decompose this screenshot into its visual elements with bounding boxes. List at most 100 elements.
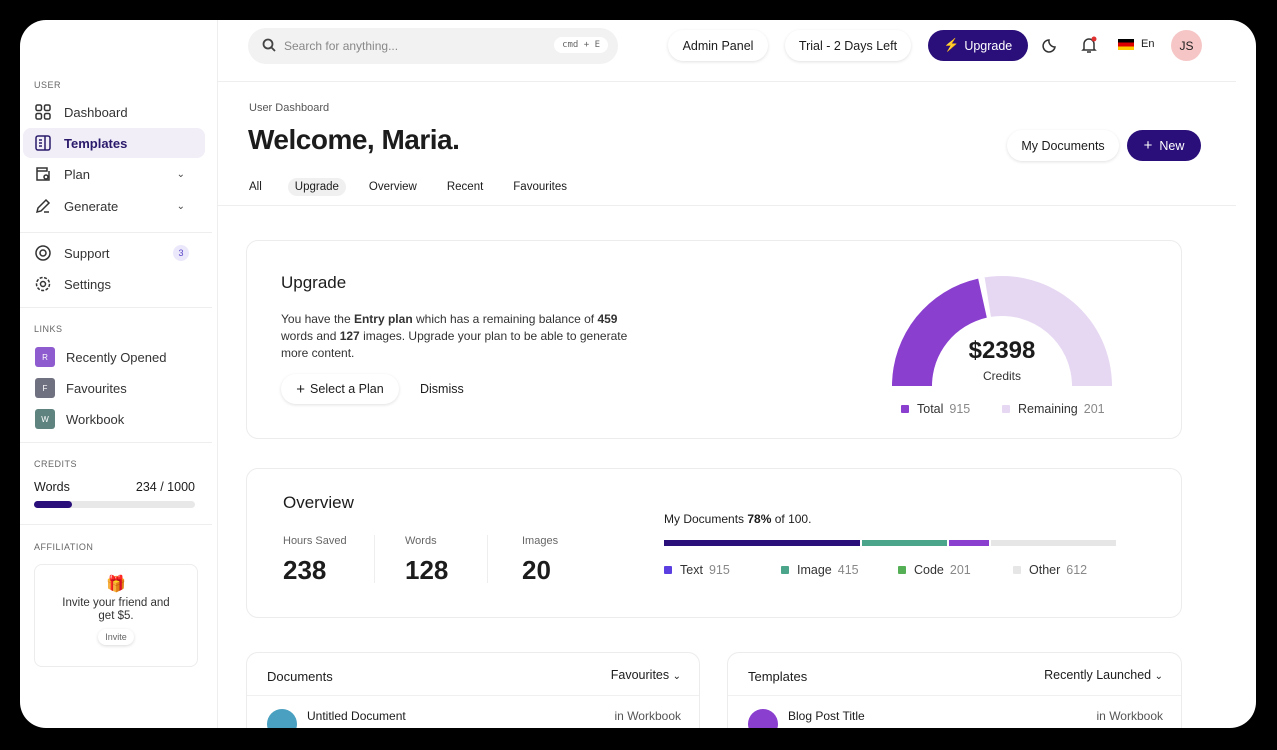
- divider: [20, 232, 212, 233]
- section-links: LINKS: [34, 324, 63, 334]
- sidebar: USER Dashboard Templates Plan ⌄ Generate ⌄…: [20, 20, 218, 728]
- templates-title: Templates: [748, 669, 808, 684]
- tab-upgrade[interactable]: Upgrade: [287, 178, 346, 196]
- support-badge: 3: [173, 245, 189, 261]
- document-icon: [35, 135, 51, 151]
- admin-panel-button[interactable]: Admin Panel: [668, 30, 768, 61]
- credits-progress: [34, 501, 195, 508]
- label: Favourites: [66, 380, 127, 396]
- documents-filter-dropdown[interactable]: Favourites ⌄: [610, 668, 681, 682]
- lifebuoy-icon: [35, 245, 51, 261]
- legend-total: Total 915: [901, 402, 970, 416]
- legend-remaining: Remaining 201: [1002, 402, 1105, 416]
- credits-value: 234 / 1000: [135, 480, 195, 494]
- sidebar-item-plan[interactable]: Plan ⌄: [23, 159, 205, 189]
- language-selector[interactable]: En: [1118, 38, 1154, 50]
- label: Plan: [64, 166, 91, 182]
- topbar: Search for anything... cmd + E Admin Pane…: [218, 20, 1236, 82]
- document-name[interactable]: Untitled Document: [307, 709, 406, 723]
- gauge-value: $2398: [968, 337, 1036, 364]
- trial-button[interactable]: Trial - 2 Days Left: [785, 30, 911, 61]
- tabs: All Upgrade Overview Recent Favourites: [249, 178, 590, 196]
- bolt-icon: ⚡: [943, 38, 960, 52]
- label: Generate: [64, 198, 119, 214]
- sidebar-item-settings[interactable]: Settings: [23, 269, 205, 299]
- app-window: USER Dashboard Templates Plan ⌄ Generate ⌄…: [20, 20, 1256, 728]
- gear-icon: [35, 276, 51, 292]
- wallet-icon: [35, 166, 51, 182]
- label: Support: [64, 245, 110, 261]
- tab-recent[interactable]: Recent: [446, 181, 484, 193]
- link-workbook[interactable]: W Workbook: [23, 404, 205, 434]
- avatar[interactable]: JS: [1171, 30, 1202, 61]
- gift-icon: 🎁: [106, 576, 126, 593]
- usage-segment-other: [991, 540, 1116, 546]
- plus-icon: +: [1143, 137, 1153, 154]
- legend-image: Image 415: [781, 563, 859, 577]
- gauge-segment-remaining: [984, 276, 1112, 386]
- gauge-segment-total: [892, 278, 987, 386]
- sidebar-item-generate[interactable]: Generate ⌄: [23, 191, 205, 221]
- stat-words: Words 128: [405, 535, 449, 585]
- sidebar-item-dashboard[interactable]: Dashboard: [23, 97, 205, 127]
- link-recently-opened[interactable]: R Recently Opened: [23, 342, 205, 372]
- templates-filter-dropdown[interactable]: Recently Launched ⌄: [1044, 668, 1163, 682]
- label: Upgrade: [964, 38, 1013, 53]
- my-documents-button[interactable]: My Documents: [1007, 130, 1119, 161]
- divider: [20, 307, 212, 308]
- tab-all[interactable]: All: [249, 181, 262, 193]
- documents-usage-bar: [664, 540, 1116, 546]
- section-affiliation: AFFILIATION: [34, 542, 94, 552]
- documents-card: Documents Favourites ⌄ Untitled Document…: [246, 652, 700, 728]
- overview-title: Overview: [283, 493, 354, 512]
- chevron-down-icon: ⌄: [1154, 671, 1163, 682]
- overview-card: Overview Hours Saved 238 Words 128 Images 2…: [246, 468, 1182, 618]
- upgrade-title: Upgrade: [281, 273, 347, 292]
- invite-button[interactable]: Invite: [98, 629, 134, 645]
- template-location: in Workbook: [1096, 709, 1163, 723]
- upgrade-text: You have the Entry plan which has a rema…: [281, 312, 628, 360]
- legend-code: Code 201: [898, 563, 971, 577]
- template-name[interactable]: Blog Post Title: [788, 709, 865, 723]
- link-avatar: W: [35, 409, 55, 429]
- documents-title: Documents: [267, 669, 333, 684]
- breadcrumb: User Dashboard: [249, 102, 330, 114]
- usage-segment-code: [948, 540, 990, 546]
- label: Settings: [64, 276, 111, 292]
- label: Dashboard: [64, 104, 128, 120]
- divider: [20, 524, 212, 525]
- moon-icon[interactable]: [1042, 36, 1060, 59]
- document-avatar: [267, 709, 297, 728]
- pencil-icon: [35, 198, 51, 214]
- search-placeholder: Search for anything...: [284, 39, 399, 53]
- link-favourites[interactable]: F Favourites: [23, 373, 205, 403]
- document-location: in Workbook: [614, 709, 681, 723]
- select-plan-button[interactable]: + Select a Plan: [281, 374, 399, 404]
- search-input[interactable]: Search for anything... cmd + E: [248, 28, 618, 64]
- section-user: USER: [34, 80, 62, 90]
- documents-usage-text: My Documents 78% of 100.: [664, 512, 812, 526]
- plus-icon: +: [296, 380, 306, 398]
- bell-icon[interactable]: [1080, 36, 1098, 59]
- flag-de-icon: [1118, 38, 1134, 50]
- label: New: [1159, 138, 1185, 153]
- tab-favourites[interactable]: Favourites: [513, 181, 567, 193]
- label: Select a Plan: [310, 382, 384, 396]
- grid-icon: [35, 104, 51, 120]
- shortcut-hint: cmd + E: [554, 37, 608, 53]
- upgrade-card: Upgrade You have the Entry plan which ha…: [246, 240, 1182, 439]
- new-button[interactable]: + New: [1127, 130, 1201, 161]
- upgrade-button[interactable]: ⚡ Upgrade: [928, 30, 1028, 61]
- sidebar-item-support[interactable]: Support 3: [23, 238, 205, 268]
- invite-card: 🎁 Invite your friend and get $5. Invite: [34, 564, 198, 667]
- label: Workbook: [66, 411, 125, 427]
- stat-images: Images 20: [522, 535, 559, 585]
- tab-overview[interactable]: Overview: [368, 181, 417, 193]
- chevron-down-icon: ⌄: [176, 168, 185, 180]
- dismiss-button[interactable]: Dismiss: [420, 382, 464, 396]
- templates-card: Templates Recently Launched ⌄ Blog Post …: [727, 652, 1182, 728]
- usage-segment-text: [664, 540, 861, 546]
- lang: En: [1141, 38, 1155, 50]
- sidebar-item-templates[interactable]: Templates: [23, 128, 205, 158]
- section-credits: CREDITS: [34, 459, 78, 469]
